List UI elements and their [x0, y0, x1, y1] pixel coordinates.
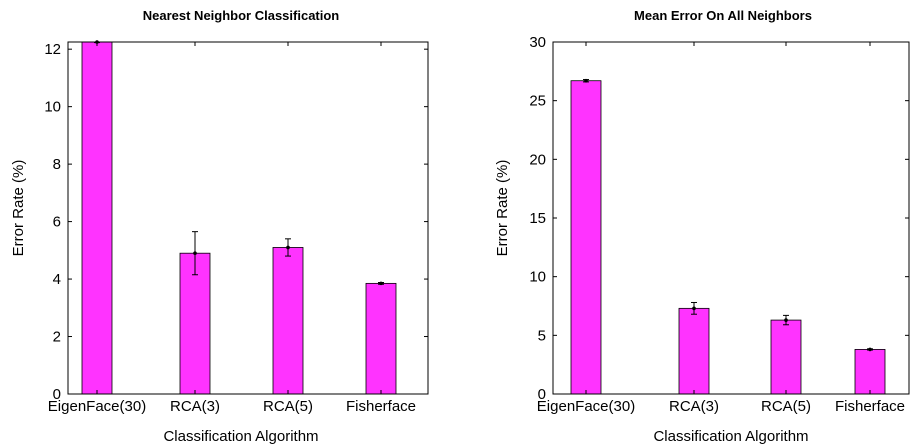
- y-tick-label: 5: [538, 327, 546, 344]
- plot-area-frame: [67, 41, 429, 395]
- y-tick-label: 10: [44, 99, 61, 116]
- mean-point: [193, 251, 197, 255]
- y-tick-label: 0: [538, 386, 546, 403]
- x-tick-label: RCA(3): [170, 398, 220, 415]
- y-tick-label: 0: [53, 386, 61, 403]
- mean-point: [784, 318, 788, 322]
- bar: [365, 282, 397, 395]
- chart-mean-error: Mean Error On All Neighbors EigenFace(30…: [494, 8, 910, 445]
- y-axis-label: Error Rate (%): [494, 160, 511, 257]
- bar: [272, 247, 304, 395]
- mean-point: [379, 281, 383, 286]
- x-tick-label: RCA(5): [761, 398, 811, 415]
- axis-ticks: EigenFace(30) RCA(3) RCA(5) Fisherface 0 5 10 1…: [529, 34, 909, 415]
- y-tick-label: 30: [529, 34, 546, 51]
- y-tick-label: 6: [53, 214, 61, 231]
- bar: [770, 319, 802, 395]
- chart-title: Mean Error On All Neighbors: [634, 8, 812, 23]
- x-tick-label: EigenFace(30): [48, 398, 146, 415]
- x-tick-label: RCA(3): [669, 398, 719, 415]
- bar: [81, 41, 113, 395]
- axis-ticks: EigenFace(30) RCA(3) RCA(5) Fisherface 0 2 4 6 8…: [44, 41, 428, 415]
- y-tick-label: 12: [44, 41, 61, 58]
- x-axis-label: Classification Algorithm: [163, 428, 318, 445]
- bars-group: [570, 78, 886, 395]
- y-tick-label: 20: [529, 151, 546, 168]
- x-tick-label: EigenFace(30): [537, 398, 635, 415]
- y-tick-label: 15: [529, 210, 546, 227]
- y-tick-label: 10: [529, 269, 546, 286]
- y-axis-label: Error Rate (%): [10, 160, 27, 257]
- bar: [179, 252, 211, 395]
- mean-point: [868, 347, 872, 352]
- chart-nearest-neighbor: Nearest Neighbor Classification EigenFac…: [10, 8, 429, 445]
- chart-title: Nearest Neighbor Classification: [143, 8, 340, 23]
- bars-group: [81, 40, 397, 395]
- bar: [570, 80, 602, 395]
- y-tick-label: 25: [529, 93, 546, 110]
- x-tick-label: Fisherface: [346, 398, 416, 415]
- y-tick-label: 8: [53, 156, 61, 173]
- bar: [854, 349, 886, 395]
- y-tick-label: 2: [53, 329, 61, 346]
- mean-point: [692, 306, 696, 311]
- x-axis-label: Classification Algorithm: [653, 428, 808, 445]
- x-tick-label: RCA(5): [263, 398, 313, 415]
- x-tick-label: Fisherface: [835, 398, 905, 415]
- mean-point: [584, 78, 588, 83]
- bar: [678, 307, 710, 395]
- y-tick-label: 4: [53, 271, 61, 288]
- mean-point: [286, 245, 290, 250]
- plot-area-frame: [552, 41, 910, 395]
